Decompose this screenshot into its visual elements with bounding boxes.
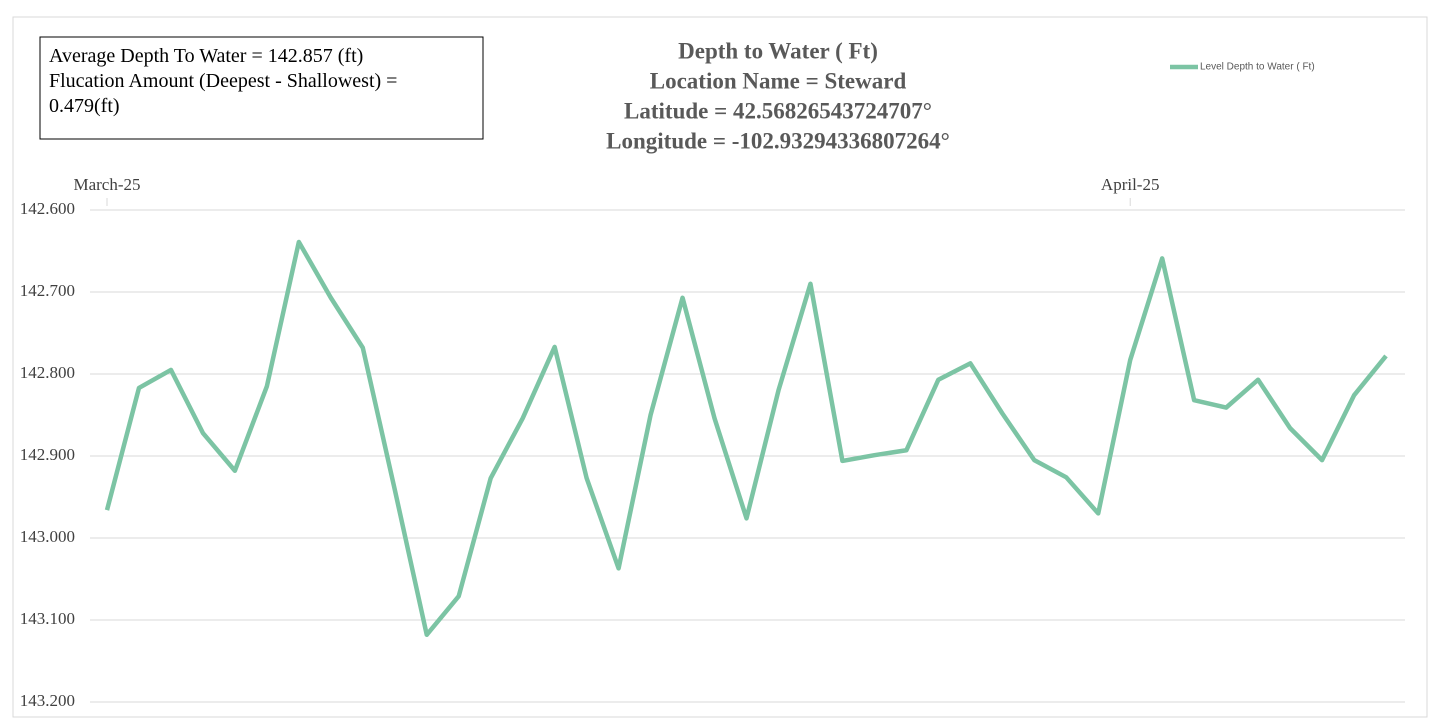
annotation-text: Average Depth To Water = 142.857 (ft) bbox=[49, 45, 363, 67]
chart-title: Longitude = -102.93294336807264° bbox=[606, 128, 950, 153]
annotation-text: Flucation Amount (Deepest - Shallowest) … bbox=[49, 70, 397, 92]
annotation-box bbox=[39, 36, 484, 140]
y-tick-label: 143.100 bbox=[20, 609, 75, 628]
y-tick-label: 142.900 bbox=[20, 445, 75, 464]
y-tick-label: 142.800 bbox=[20, 363, 75, 382]
y-tick-label: 142.600 bbox=[20, 199, 75, 218]
x-tick-label: April-25 bbox=[1101, 175, 1160, 194]
chart-title: Location Name = Steward bbox=[650, 68, 907, 93]
chart-title: Latitude = 42.56826543724707° bbox=[624, 98, 932, 123]
y-tick-label: 143.000 bbox=[20, 527, 75, 546]
chart-title: Depth to Water ( Ft) bbox=[678, 38, 878, 63]
data-line bbox=[104, 239, 1388, 638]
x-tick-label: March-25 bbox=[73, 175, 140, 194]
annotation-text: 0.479(ft) bbox=[49, 95, 120, 117]
legend-label: Level Depth to Water ( Ft) bbox=[1200, 62, 1315, 73]
y-tick-label: 142.700 bbox=[20, 281, 75, 300]
y-tick-label: 143.200 bbox=[20, 691, 75, 710]
